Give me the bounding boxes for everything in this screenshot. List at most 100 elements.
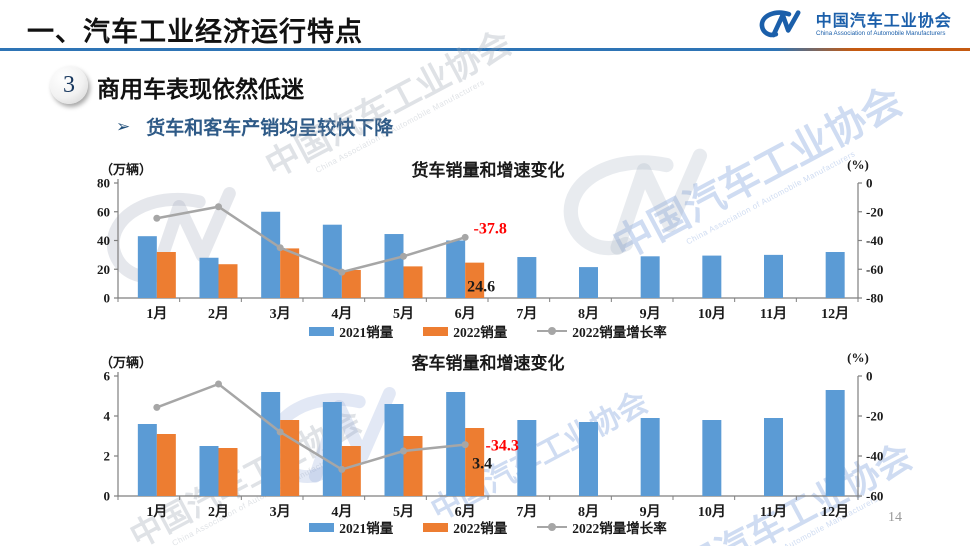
bullet-row: ➢ 货车和客车产销均呈较快下降 [116,113,393,140]
y-tick-label: 6 [104,369,111,384]
legend-label: 2021销量 [339,325,394,340]
bar-2021 [764,418,783,496]
bar-2021 [199,257,219,298]
left-axis-unit: （万辆） [100,162,152,177]
y2-tick-label: -20 [866,204,883,219]
x-tick-label: 9月 [640,306,661,322]
legend-item: 2021销量 [309,517,393,537]
bar-2021 [322,224,342,298]
legend-label: 2022销量增长率 [572,325,667,340]
x-tick-label: 10月 [698,504,726,520]
legend-swatch-line [537,327,568,336]
y-tick-label: 2 [104,449,111,464]
legend-swatch-bar [423,326,449,336]
bullet-arrow-icon: ➢ [116,116,131,136]
y2-tick-label: -60 [866,489,883,504]
legend-item: 2021销量 [309,321,393,341]
bar-2022 [341,269,361,298]
bar-2021 [384,234,404,298]
legend-swatch-bar [423,522,449,532]
x-tick-label: 7月 [516,504,537,520]
bar-2021 [825,390,845,496]
legend-swatch-bar [309,522,335,532]
legend-item: 2022销量增长率 [537,517,667,537]
y-tick-label: 20 [97,262,110,277]
bar-2021 [640,418,660,496]
x-tick-label: 5月 [393,306,414,322]
bus-sales-chart: 客车销量和增速变化 （万辆） (%) 6 4 2 0 0 -20 -40 -60 1月 2月 3月 4月 5月… [100,350,883,520]
y2-tick-label: -40 [866,233,883,248]
y2-tick-label: -40 [866,449,883,464]
bar-2021 [579,267,598,298]
growth-line-marker [215,380,222,388]
y-tick-label: 60 [97,204,110,219]
growth-line-marker [400,447,407,455]
x-tick-label: 8月 [578,306,599,322]
x-tick-label: 6月 [455,306,476,322]
bar-2022 [465,428,485,496]
x-tick-label: 2月 [208,306,229,322]
legend-label: 2021销量 [339,521,394,536]
x-tick-label: 2月 [208,504,229,520]
x-tick-label: 7月 [516,306,537,322]
legend-item: 2022销量 [423,321,507,341]
section-number-badge: 3 [50,66,88,104]
growth-line [156,205,466,274]
y2-tick-label: -60 [866,262,883,277]
growth-line [156,382,466,471]
legend-label: 2022销量增长率 [572,521,667,536]
bar-2021 [261,211,281,298]
legend-swatch-line [537,523,568,532]
y-tick-label: 80 [97,176,110,191]
left-axis-unit: （万辆） [100,355,152,370]
growth-line-marker [276,428,284,436]
bus-chart-legend: 2021销量 2022销量 2022销量增长率 [118,517,858,537]
truck-chart-legend: 2021销量 2022销量 2022销量增长率 [118,321,858,341]
bar-2022 [280,420,300,496]
bar-2022 [465,262,485,298]
bar-2021 [517,420,537,496]
bar-2021 [199,446,219,496]
data-label: 24.6 [467,278,495,295]
bar-2021 [517,257,537,298]
y2-tick-label: 0 [866,176,873,191]
data-label: 3.4 [472,456,492,473]
x-tick-label: 6月 [455,504,476,520]
x-tick-label: 12月 [821,504,849,520]
legend-label: 2022销量 [453,325,508,340]
y-tick-label: 0 [104,489,111,504]
growth-line-marker [461,441,469,449]
bar-2022 [156,434,176,496]
right-axis-unit: (%) [847,350,869,365]
bar-2021 [702,255,722,298]
growth-line-marker [276,244,284,252]
y2-tick-label: -80 [866,291,883,306]
page-number: 14 [888,510,902,525]
bar-2021 [825,252,845,298]
caam-logo: 中国汽车工业协会 China Association of Automobile… [755,7,952,43]
growth-line-marker [153,403,161,411]
x-tick-label: 1月 [146,504,167,520]
data-label: -34.3 [486,438,519,455]
bullet-text: 货车和客车产销均呈较快下降 [146,118,394,139]
bar-2022 [218,264,238,298]
y-tick-label: 4 [104,409,111,424]
x-tick-label: 10月 [698,306,726,322]
x-tick-label: 3月 [270,306,291,322]
growth-line-marker [338,268,346,276]
legend-label: 2022销量 [453,521,508,536]
legend-item: 2022销量 [423,517,507,537]
right-axis-unit: (%) [847,157,869,172]
growth-line-marker [461,233,469,241]
bar-2022 [403,436,423,496]
x-tick-label: 4月 [331,306,352,322]
x-tick-label: 5月 [393,504,414,520]
bar-2022 [156,252,176,298]
logo-org-name: 中国汽车工业协会 [815,12,952,30]
chart-title: 货车销量和增速变化 [412,160,565,180]
bar-2022 [218,448,238,496]
bar-2021 [446,240,466,298]
bar-2021 [261,392,281,496]
x-tick-label: 9月 [640,504,661,520]
